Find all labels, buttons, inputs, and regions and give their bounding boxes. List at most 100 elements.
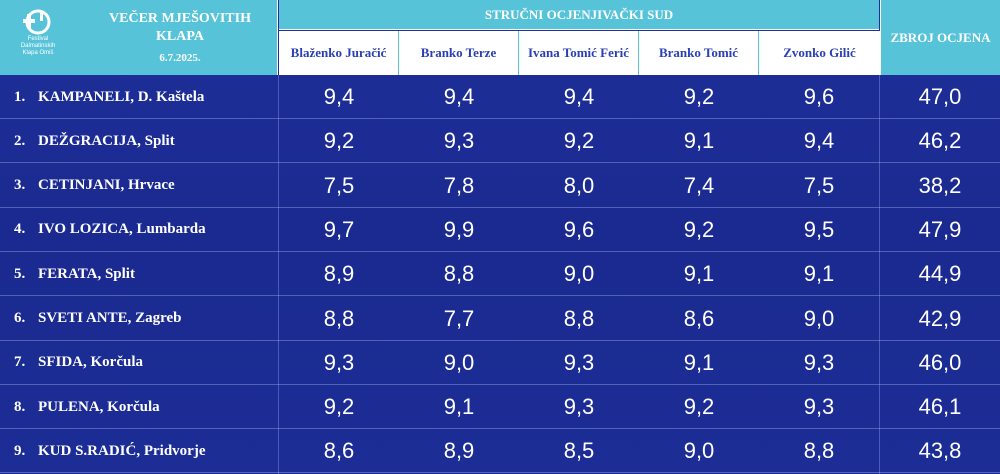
judge-score-4: 9,2	[683, 394, 715, 420]
judge-score-4: 8,6	[683, 305, 715, 331]
logo-line-3: Klapa Omiš	[22, 50, 54, 56]
table-row: 2. DEŽGRACIJA, Split 9,2 9,3 9,2 9,1 9,4 46,2	[0, 119, 1000, 164]
total-score: 42,9	[918, 305, 962, 331]
judge-score-4: 9,1	[683, 261, 715, 287]
judge-score-2: 9,9	[443, 216, 475, 242]
judge-score-2: 7,8	[443, 172, 475, 198]
klapa-name: KAMPANELI, D. Kaštela	[38, 88, 205, 105]
judge-score-1: 9,2	[323, 128, 355, 154]
judge-score-1: 9,7	[323, 216, 355, 242]
klapa-name-cell: 5. FERATA, Split	[14, 252, 276, 296]
table-row: 5. FERATA, Split 8,9 8,8 9,0 9,1 9,1 44,9	[0, 252, 1000, 297]
judge-score-3: 9,2	[563, 128, 595, 154]
judge-score-3: 9,0	[563, 261, 595, 287]
total-score: 46,1	[918, 394, 962, 420]
klapa-name-cell: 4. IVO LOZICA, Lumbarda	[14, 208, 276, 252]
judge-score-1: 9,2	[323, 394, 355, 420]
klapa-name-cell: 3. CETINJANI, Hrvace	[14, 164, 276, 208]
klapa-name-cell: 1. KAMPANELI, D. Kaštela	[14, 75, 276, 119]
total-header: ZBROJ OCJENA	[880, 0, 1000, 75]
klapa-name-cell: 6. SVETI ANTE, Zagreb	[14, 297, 276, 341]
judge-score-1: 8,9	[323, 261, 355, 287]
logo-line-1: Festival	[27, 36, 49, 42]
rank-number: 7.	[14, 354, 26, 371]
rank-number: 1.	[14, 88, 26, 105]
klapa-name-cell: 9. KUD S.RADIĆ, Pridvorje	[14, 429, 276, 473]
total-score: 44,9	[918, 261, 962, 287]
judge-score-5: 9,5	[803, 216, 835, 242]
judge-score-4: 9,1	[683, 349, 715, 375]
event-date: 6.7.2025.	[159, 52, 201, 64]
judge-header-2: Branko Terze	[399, 31, 519, 75]
judge-score-1: 7,5	[323, 172, 355, 198]
table-row: 3. CETINJANI, Hrvace 7,5 7,8 8,0 7,4 7,5 38,2	[0, 164, 1000, 208]
total-score: 47,9	[918, 216, 962, 242]
judge-score-3: 9,3	[563, 349, 595, 375]
total-score: 46,0	[918, 349, 962, 375]
judge-score-5: 9,1	[803, 261, 835, 287]
judge-score-4: 9,2	[683, 84, 715, 109]
jury-title: STRUČNI OCJENJIVAČKI SUD	[279, 0, 879, 30]
judge-header-4: Branko Tomić	[639, 31, 759, 75]
judge-score-5: 8,8	[803, 438, 835, 464]
klapa-name-cell: 2. DEŽGRACIJA, Split	[14, 119, 276, 163]
total-score: 38,2	[918, 172, 962, 198]
judge-score-5: 7,5	[803, 172, 835, 198]
judge-score-2: 9,0	[443, 349, 475, 375]
festival-logo: Festival Dalmatinskih Klapa Omiš	[8, 8, 68, 68]
event-header: Festival Dalmatinskih Klapa Omiš VEČER M…	[0, 0, 278, 75]
total-score: 43,8	[918, 438, 962, 464]
judge-score-4: 9,2	[683, 216, 715, 242]
event-title: VEČER MJEŠOVITIH KLAPA	[109, 11, 251, 44]
klapa-name: CETINJANI, Hrvace	[38, 177, 175, 194]
klapa-name-cell: 7. SFIDA, Korčula	[14, 341, 276, 385]
table-row: 1. KAMPANELI, D. Kaštela 9,4 9,4 9,4 9,2 9,6 47…	[0, 75, 1000, 119]
judge-score-3: 8,0	[563, 172, 595, 198]
judge-score-2: 9,1	[443, 394, 475, 420]
rank-number: 3.	[14, 177, 26, 194]
judge-score-1: 9,4	[323, 84, 355, 109]
klapa-name: FERATA, Split	[38, 265, 135, 282]
judge-score-4: 9,0	[683, 438, 715, 464]
table-row: 8. PULENA, Korčula 9,2 9,1 9,3 9,2 9,3 46,1	[0, 385, 1000, 430]
judge-score-1: 9,3	[323, 349, 355, 375]
klapa-name: IVO LOZICA, Lumbarda	[38, 221, 206, 238]
klapa-name: SVETI ANTE, Zagreb	[38, 310, 182, 326]
judge-score-2: 7,7	[443, 305, 475, 331]
judge-score-2: 9,4	[443, 84, 475, 109]
rank-number: 2.	[14, 132, 26, 149]
judge-score-3: 9,6	[563, 216, 595, 242]
festival-logo-icon	[23, 9, 51, 35]
judge-score-3: 8,5	[563, 438, 595, 464]
judge-score-5: 9,3	[803, 394, 835, 420]
judge-score-4: 9,1	[683, 128, 715, 154]
rank-number: 8.	[14, 398, 26, 415]
total-score: 46,2	[918, 128, 962, 154]
table-row: 4. IVO LOZICA, Lumbarda 9,7 9,9 9,6 9,2 9,5 47,…	[0, 208, 1000, 252]
logo-line-2: Dalmatinskih	[20, 43, 56, 49]
judge-score-2: 8,8	[443, 261, 475, 287]
rank-number: 9.	[14, 442, 26, 459]
judge-score-5: 9,3	[803, 349, 835, 375]
judge-score-1: 8,6	[323, 438, 355, 464]
klapa-name: DEŽGRACIJA, Split	[38, 132, 175, 149]
judge-score-5: 9,4	[803, 128, 835, 154]
judge-score-2: 9,3	[443, 128, 475, 154]
judge-score-5: 9,6	[803, 84, 835, 109]
klapa-name: SFIDA, Korčula	[38, 354, 143, 371]
klapa-name-cell: 8. PULENA, Korčula	[14, 385, 276, 429]
column-divider	[278, 75, 279, 474]
total-score: 47,0	[918, 84, 962, 109]
judge-score-2: 8,9	[443, 438, 475, 464]
judge-score-5: 9,0	[803, 305, 835, 331]
judge-score-1: 8,8	[323, 305, 355, 331]
rank-number: 6.	[14, 310, 26, 326]
rank-number: 5.	[14, 265, 26, 282]
judge-score-3: 9,4	[563, 84, 595, 109]
column-divider	[879, 75, 880, 474]
table-row: 7. SFIDA, Korčula 9,3 9,0 9,3 9,1 9,3 46,0	[0, 341, 1000, 385]
judge-header-1: Blaženko Juračić	[279, 31, 399, 75]
judge-score-3: 9,3	[563, 394, 595, 420]
judge-score-4: 7,4	[683, 172, 715, 198]
judge-header-5: Zvonko Gilić	[759, 31, 880, 75]
